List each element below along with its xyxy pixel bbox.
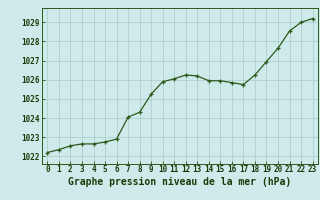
X-axis label: Graphe pression niveau de la mer (hPa): Graphe pression niveau de la mer (hPa) bbox=[68, 177, 292, 187]
